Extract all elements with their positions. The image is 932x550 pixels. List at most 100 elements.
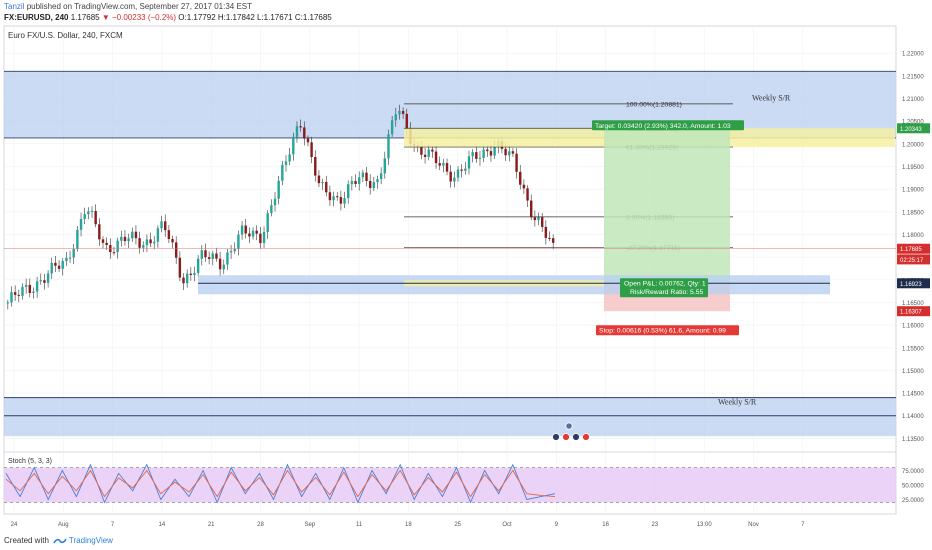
candle-body: [13, 292, 17, 295]
candle-body: [237, 234, 240, 249]
candle-body: [551, 238, 555, 243]
candle-body: [519, 171, 522, 185]
candle-body: [281, 164, 284, 181]
candle-body: [101, 239, 105, 243]
candle-body: [486, 149, 489, 152]
candle-body: [383, 158, 387, 174]
x-tick-label: Aug: [58, 522, 69, 528]
y-tick-label: 1.21000: [902, 97, 924, 103]
y-tick-label: 1.19500: [902, 165, 924, 171]
y-tick-label: 1.15000: [902, 369, 924, 375]
event-marker-icon: [552, 433, 560, 441]
candle-body: [292, 136, 295, 155]
price-tag: 1.20343: [900, 127, 922, 133]
x-tick-label: 7: [801, 522, 805, 528]
footer: Created with TradingView: [4, 536, 113, 545]
candle-body: [160, 221, 163, 229]
candle-body: [456, 169, 460, 178]
candle-body: [515, 153, 518, 172]
candle-body: [471, 152, 474, 157]
candle-body: [240, 225, 244, 235]
x-tick-label: 7: [111, 522, 115, 528]
fib-level-label: 100.00%(1.20881): [626, 101, 682, 108]
candle-body: [270, 205, 273, 214]
candle-body: [266, 213, 269, 233]
y-tick-label: 1.20000: [902, 142, 924, 148]
target-label-bg: [592, 120, 744, 131]
candle-body: [423, 154, 427, 157]
x-tick-label: 14: [159, 522, 166, 528]
price-tag: 1.17685: [900, 247, 922, 253]
publish-header: Tanzil published on TradingView.com, Sep…: [4, 2, 252, 12]
candle-body: [387, 134, 390, 159]
candle-body: [449, 171, 452, 182]
candle-body: [50, 262, 53, 274]
candle-body: [54, 262, 57, 266]
price-axis[interactable]: 1.22000 1.21500 1.21000 1.20500 1.20000 1.195…: [897, 52, 930, 504]
publish-info: published on TradingView.com, September …: [26, 2, 253, 11]
y-tick-label: 1.22000: [902, 52, 924, 58]
candle-body: [533, 217, 537, 221]
candle-body: [196, 258, 200, 273]
stochastic-panel: Stoch (5, 3, 3): [4, 458, 896, 504]
candle-body: [314, 157, 317, 176]
candle-body: [127, 238, 130, 242]
price-tag: 02:25:17: [900, 258, 924, 264]
candle-body: [193, 272, 196, 276]
author-link[interactable]: Tanzil: [4, 2, 25, 11]
candle-body: [299, 126, 302, 128]
candle-body: [478, 157, 482, 159]
candle-body: [379, 173, 383, 180]
candle-body: [354, 181, 357, 184]
candle-body: [204, 250, 207, 258]
candle-body: [303, 127, 306, 139]
x-tick-label: 11: [356, 522, 363, 528]
drawings-layer: 100.00%(1.20881)78.60%(1.20343)61.80%(1.…: [4, 101, 896, 441]
x-tick-label: 25: [454, 522, 461, 528]
candle-body: [431, 149, 434, 152]
candle-body: [361, 172, 365, 178]
candle-body: [46, 273, 50, 283]
candle-body: [145, 239, 149, 246]
candle-body: [39, 280, 42, 282]
candle-body: [229, 251, 233, 253]
candle-body: [251, 230, 255, 237]
stoch-band: [4, 467, 896, 503]
sr-zone-label: Weekly S/R: [752, 93, 791, 102]
price-tag: 1.16923: [900, 282, 922, 288]
candle-body: [339, 197, 343, 204]
stoch-tick-label: 25.0000: [902, 498, 924, 504]
candle-body: [284, 161, 288, 165]
candle-body: [343, 198, 346, 204]
candle-body: [116, 240, 119, 253]
candle-body: [482, 149, 485, 158]
price-change: ▼ −0.00233 (−0.2%): [101, 13, 177, 22]
x-tick-label: Sep: [304, 522, 315, 528]
x-tick-label: 28: [257, 522, 264, 528]
candle-body: [295, 126, 299, 137]
candle-body: [288, 154, 291, 162]
candle-body: [365, 172, 368, 181]
candle-body: [76, 229, 79, 249]
candle-body: [178, 257, 182, 278]
candle-body: [189, 273, 193, 276]
x-tick-label: Nov: [748, 522, 759, 528]
y-tick-label: 1.20500: [902, 120, 924, 126]
price-candles: [6, 104, 555, 310]
candle-body: [167, 230, 171, 240]
candle-body: [142, 245, 145, 248]
candle-body: [372, 182, 376, 189]
candle-body: [434, 151, 438, 164]
time-axis[interactable]: 24 Aug 7 14 21 28 Sep 11 18 25 Oct 9 16 23 13:00 Nov 7: [11, 522, 805, 528]
y-tick-label: 1.15500: [902, 346, 924, 352]
event-marker-icon: [565, 422, 573, 430]
candle-body: [357, 177, 361, 184]
candle-body: [548, 237, 551, 239]
candle-body: [273, 198, 277, 206]
candle-body: [347, 184, 350, 199]
candle-body: [156, 228, 160, 242]
tradingview-brand[interactable]: TradingView: [68, 536, 113, 545]
candle-body: [530, 200, 533, 218]
event-marker-icon: [562, 433, 570, 441]
target-area: [604, 128, 730, 284]
